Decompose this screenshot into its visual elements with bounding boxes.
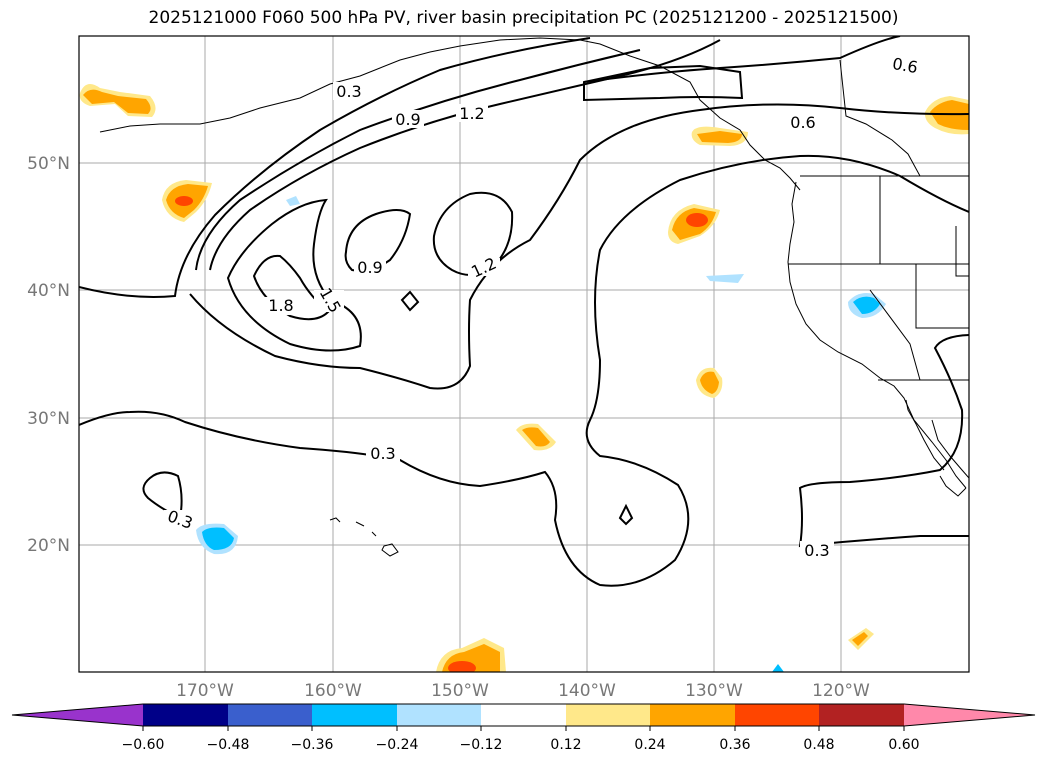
colorbar-tick-label: −0.24 [376,737,419,753]
canada-border [839,59,921,177]
colorbar-segment [228,704,312,726]
map-frame [78,35,970,673]
precip-patch [83,89,151,114]
colorbar-segment [312,704,397,726]
precip-patches [79,84,969,672]
precip-patch [772,664,784,672]
pv-contour-1.2-inlet [583,64,744,102]
colorbar-tick-label: 0.36 [719,737,750,753]
colorbar: −0.60 −0.48 −0.36 −0.24 −0.12 0.12 0.24 … [11,703,1036,753]
precip-patch [686,213,708,227]
pv-contour-small [400,290,420,312]
precip-patch [706,274,744,283]
map-panel [79,36,969,672]
colorbar-tick-label: 0.12 [550,737,581,753]
precip-patch [697,131,742,143]
precip-patch [286,196,300,206]
colorbar-tick-label: 0.60 [888,737,919,753]
contour-label: 0.6 [790,113,815,132]
map-title: 2025121000 F060 500 hPa PV, river basin … [148,8,899,28]
lon-label: 140°W [558,681,616,701]
hawaii-islands [329,517,399,557]
pv-contour-1.2 [209,39,721,271]
precip-patch [448,661,476,672]
colorbar-segment [650,704,735,726]
contour-label: 1.8 [268,296,293,315]
colorbar-tick-label: 0.48 [803,737,834,753]
colorbar-segment [143,704,228,726]
colorbar-segment [819,704,904,726]
contour-label: 1.2 [459,104,484,123]
contour-labels: 0.3 0.9 1.2 1.8 0.9 1.5 1.2 0.3 0.3 0.3 … [164,54,922,560]
pv-contour-small [618,503,634,526]
colorbar-extend-high [904,704,1035,726]
contour-label: 0.9 [357,258,382,277]
precip-patch [522,427,550,447]
pv-contour-0.3 [79,37,591,298]
coastline-mexico [931,419,969,479]
pv-contour-0.9 [195,49,641,271]
lon-label: 130°W [685,681,743,701]
lon-axis: 170°W 160°W 150°W 140°W 130°W 120°W [176,681,870,701]
lon-label: 170°W [176,681,234,701]
lat-label: 50°N [27,154,70,174]
colorbar-segment [566,704,650,726]
lat-label: 30°N [27,409,70,429]
pv-contour-1.5 [226,198,362,352]
coastlines [99,37,969,557]
coastline-mexico-south [939,475,967,497]
pv-contour-0.6-box [583,36,901,83]
contour-label: 0.9 [395,110,420,129]
pv-contour-0.3-south [79,154,969,587]
precip-patch [852,632,868,646]
state-borders [788,175,969,381]
colorbar-tick-label: −0.36 [291,737,334,753]
contour-label: 0.3 [370,444,395,463]
precip-patch [853,296,880,314]
coastline-baja [905,399,945,471]
precip-patch [175,196,193,206]
precip-patch [202,527,234,550]
lat-label: 40°N [27,281,70,301]
coastline-west-coast [787,181,967,489]
pv-contour-1.2-inner [432,191,514,276]
pv-contour-0.9-inner [344,209,412,272]
lat-label: 20°N [27,536,70,556]
colorbar-tick-label: 0.24 [634,737,665,753]
contour-label: 0.3 [804,541,829,560]
colorbar-segment [735,704,819,726]
contour-label: 0.3 [336,82,361,101]
colorbar-segment [481,704,566,726]
colorbar-tick-label: −0.60 [122,737,165,753]
contour-label: 0.6 [891,54,919,77]
colorbar-extend-low [12,704,143,726]
lat-axis: 50°N 40°N 30°N 20°N [27,154,70,556]
lon-label: 120°W [812,681,870,701]
coastline-north-pacific [99,37,801,191]
colorbar-tick-label: −0.48 [207,737,250,753]
lon-label: 160°W [304,681,362,701]
precip-patch [700,371,719,394]
lon-label: 150°W [431,681,489,701]
colorbar-segment [397,704,481,726]
colorbar-tick-label: −0.12 [460,737,503,753]
